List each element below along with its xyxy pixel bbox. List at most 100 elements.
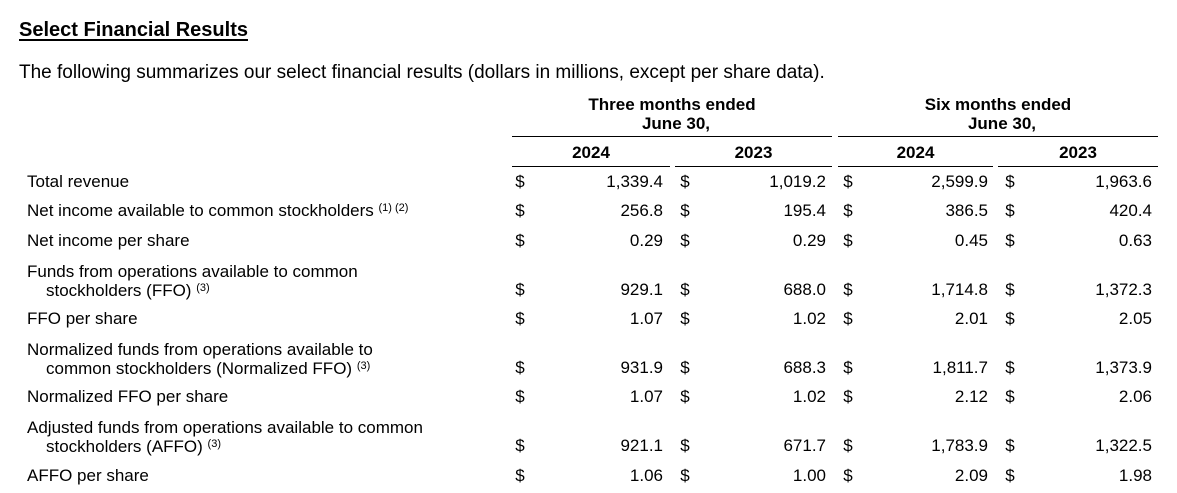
- table-cell-value: 2.05: [1118, 309, 1152, 328]
- currency-symbol: $: [843, 358, 853, 377]
- period-rule-six: [838, 136, 1158, 137]
- currency-symbol: $: [843, 309, 853, 328]
- table-cell-value: 1.02: [792, 309, 826, 328]
- currency-symbol: $: [680, 436, 690, 455]
- currency-symbol: $: [680, 358, 690, 377]
- table-cell-value: 0.45: [954, 231, 988, 250]
- row-label-line1: FFO per share: [27, 309, 138, 328]
- row-label: AFFO per share: [27, 466, 149, 485]
- currency-symbol: $: [515, 387, 525, 406]
- table-cell-value: 1,339.4: [606, 172, 663, 191]
- currency-symbol: $: [515, 201, 525, 220]
- currency-symbol: $: [843, 201, 853, 220]
- table-cell-value: 1.02: [792, 387, 826, 406]
- table-cell-value: 2,599.9: [931, 172, 988, 191]
- table-cell-value: 195.4: [783, 201, 826, 220]
- row-label-line2-text: common stockholders (Normalized FFO): [46, 359, 353, 378]
- currency-symbol: $: [680, 309, 690, 328]
- period-header-six-months: Six months ended June 30,: [838, 95, 1158, 133]
- table-cell-value: 929.1: [620, 280, 663, 299]
- row-label-line2: stockholders (AFFO) (3): [27, 437, 423, 456]
- table-cell-value: 1,019.2: [769, 172, 826, 191]
- row-label-line2-text: stockholders (AFFO): [46, 437, 203, 456]
- row-label: Funds from operations available to commo…: [27, 262, 358, 300]
- currency-symbol: $: [843, 280, 853, 299]
- table-cell-value: 0.29: [629, 231, 663, 250]
- currency-symbol: $: [680, 466, 690, 485]
- period-rule-three: [512, 136, 832, 137]
- currency-symbol: $: [843, 172, 853, 191]
- row-label-line1: Funds from operations available to commo…: [27, 262, 358, 281]
- row-label-line1: Total revenue: [27, 172, 130, 191]
- table-cell-value: 2.09: [954, 466, 988, 485]
- footnote-marker: (3): [207, 438, 221, 450]
- table-cell-value: 1,783.9: [931, 436, 988, 455]
- row-label-line2: common stockholders (Normalized FFO) (3): [27, 359, 373, 378]
- row-label: FFO per share: [27, 309, 138, 328]
- year-rule-six-2024: [838, 166, 993, 167]
- period-header-line2: June 30,: [967, 114, 1037, 133]
- currency-symbol: $: [680, 280, 690, 299]
- table-cell-value: 1,322.5: [1095, 436, 1152, 455]
- year-rule-three-2023: [675, 166, 832, 167]
- row-label-line1: Adjusted funds from operations available…: [27, 418, 423, 437]
- table-cell-value: 2.06: [1118, 387, 1152, 406]
- table-cell-value: 688.3: [783, 358, 826, 377]
- currency-symbol: $: [515, 280, 525, 299]
- currency-symbol: $: [1005, 358, 1015, 377]
- currency-symbol: $: [1005, 387, 1015, 406]
- year-header-six-2023: 2023: [1059, 143, 1097, 162]
- row-label: Normalized funds from operations availab…: [27, 340, 373, 378]
- row-label-line1: Net income available to common stockhold…: [27, 201, 374, 220]
- currency-symbol: $: [1005, 466, 1015, 485]
- currency-symbol: $: [843, 231, 853, 250]
- currency-symbol: $: [515, 172, 525, 191]
- year-header-three-2023: 2023: [734, 143, 773, 162]
- currency-symbol: $: [1005, 436, 1015, 455]
- table-cell-value: 931.9: [620, 358, 663, 377]
- table-cell-value: 1,373.9: [1095, 358, 1152, 377]
- intro-text: The following summarizes our select fina…: [19, 62, 825, 83]
- table-cell-value: 1.06: [629, 466, 663, 485]
- row-label-line1: Normalized FFO per share: [27, 387, 229, 406]
- table-cell-value: 1.07: [629, 387, 663, 406]
- row-label: Net income per share: [27, 231, 190, 250]
- row-label: Normalized FFO per share: [27, 387, 228, 406]
- currency-symbol: $: [1005, 231, 1015, 250]
- footnote-marker: (1) (2): [378, 202, 409, 214]
- period-header-line1: Six months ended: [924, 95, 1072, 114]
- period-header-three-months: Three months ended June 30,: [512, 95, 832, 133]
- table-cell-value: 1,963.6: [1095, 172, 1152, 191]
- period-header-line2: June 30,: [641, 114, 711, 133]
- table-cell-value: 1,714.8: [931, 280, 988, 299]
- row-label: Total revenue: [27, 172, 129, 191]
- page-title: Select Financial Results: [19, 19, 248, 41]
- row-label: Net income available to common stockhold…: [27, 201, 408, 220]
- currency-symbol: $: [515, 436, 525, 455]
- currency-symbol: $: [515, 309, 525, 328]
- period-header-line1: Three months ended: [588, 95, 756, 114]
- table-cell-value: 2.01: [954, 309, 988, 328]
- footnote-marker: (3): [356, 360, 371, 372]
- table-cell-value: 420.4: [1109, 201, 1152, 220]
- currency-symbol: $: [843, 466, 853, 485]
- table-cell-value: 1.00: [792, 466, 826, 485]
- table-cell-value: 921.1: [620, 436, 663, 455]
- table-cell-value: 2.12: [954, 387, 988, 406]
- table-cell-value: 671.7: [783, 436, 826, 455]
- currency-symbol: $: [843, 436, 853, 455]
- currency-symbol: $: [515, 358, 525, 377]
- table-cell-value: 688.0: [783, 280, 826, 299]
- row-label-line1: Normalized funds from operations availab…: [27, 340, 373, 359]
- year-rule-six-2023: [998, 166, 1158, 167]
- row-label-line2-text: stockholders (FFO): [46, 281, 192, 300]
- currency-symbol: $: [515, 231, 525, 250]
- row-label-line1: Net income per share: [27, 231, 190, 250]
- table-cell-value: 1,811.7: [932, 358, 988, 377]
- currency-symbol: $: [843, 387, 853, 406]
- year-header-six-2024: 2024: [896, 143, 935, 162]
- row-label-line2: stockholders (FFO) (3): [27, 281, 358, 300]
- currency-symbol: $: [1005, 280, 1015, 299]
- currency-symbol: $: [680, 387, 690, 406]
- footnote-marker: (3): [196, 282, 210, 294]
